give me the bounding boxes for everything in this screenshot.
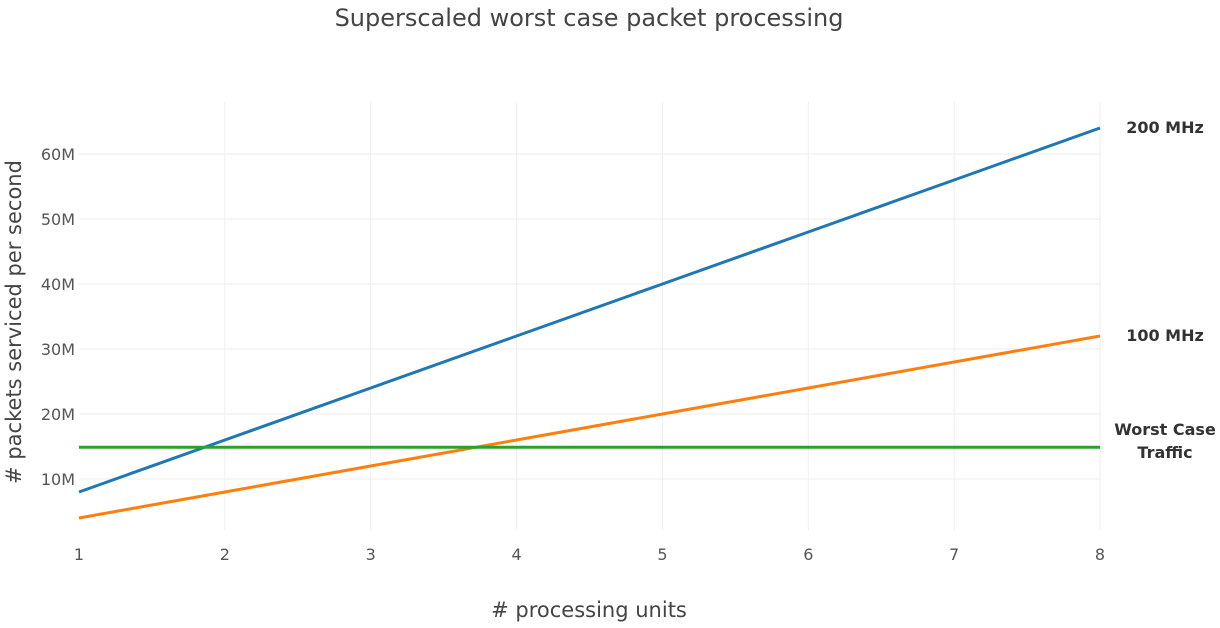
series-label-200-mhz: 200 MHz <box>1126 118 1204 137</box>
x-tick-label: 3 <box>366 545 376 564</box>
y-tick-label: 20M <box>41 405 75 424</box>
series-label-100-mhz: 100 MHz <box>1126 326 1204 345</box>
series-line-200-mhz <box>78 126 1101 494</box>
y-tick-label: 50M <box>41 210 75 229</box>
series-label-worst-case-traffic: Worst Case Traffic <box>1114 420 1216 462</box>
y-tick-label: 30M <box>41 340 75 359</box>
y-tick-label: 40M <box>41 275 75 294</box>
series-label-line: Worst Case <box>1114 420 1216 439</box>
series-label-line: Traffic <box>1137 443 1192 462</box>
y-tick-label: 10M <box>41 470 75 489</box>
x-tick-label: 2 <box>220 545 230 564</box>
series-labels: 200 MHz 100 MHz Worst Case Traffic <box>1114 118 1216 462</box>
chart-title: Superscaled worst case packet processing <box>335 4 844 32</box>
x-tick-label: 7 <box>949 545 959 564</box>
x-tick-label: 1 <box>74 545 84 564</box>
x-tick-label: 5 <box>657 545 667 564</box>
series-label-line: 200 MHz <box>1126 118 1204 137</box>
series-line-100-mhz <box>78 334 1101 520</box>
grid <box>79 102 1101 530</box>
x-tick-label: 8 <box>1095 545 1105 564</box>
y-tick-label: 60M <box>41 145 75 164</box>
y-axis-ticks: 10M 20M 30M 40M 50M 60M <box>41 145 75 489</box>
x-tick-label: 6 <box>803 545 813 564</box>
series-label-line: 100 MHz <box>1126 326 1204 345</box>
x-axis-label: # processing units <box>491 598 687 622</box>
x-tick-label: 4 <box>511 545 521 564</box>
x-axis-ticks: 1 2 3 4 5 6 7 8 <box>74 545 1105 564</box>
series-group <box>78 126 1101 520</box>
y-axis-label: # packets serviced per second <box>2 160 26 484</box>
